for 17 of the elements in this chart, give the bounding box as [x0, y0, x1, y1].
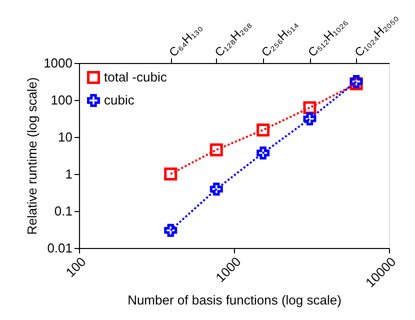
y-tick-label: 1000 [44, 56, 72, 70]
y-tick-label: 0.01 [47, 240, 72, 256]
point [164, 168, 178, 180]
point [164, 224, 178, 237]
y-tick-label: 1 [65, 166, 72, 182]
point [256, 146, 270, 160]
point [303, 112, 316, 126]
legend-label: total -cubic [104, 70, 168, 84]
legend-label: cubic [104, 92, 135, 108]
y-axis-title: Relative runtime (log scale) [24, 77, 40, 235]
point [256, 123, 270, 136]
y-tick-label: 0.1 [54, 204, 72, 218]
point [210, 143, 223, 156]
x-axis-title: Number of basis functions (log scale) [128, 292, 342, 308]
y-tick-label: 100 [50, 92, 72, 108]
y-tick-label: 10 [58, 130, 72, 144]
point [210, 182, 223, 196]
